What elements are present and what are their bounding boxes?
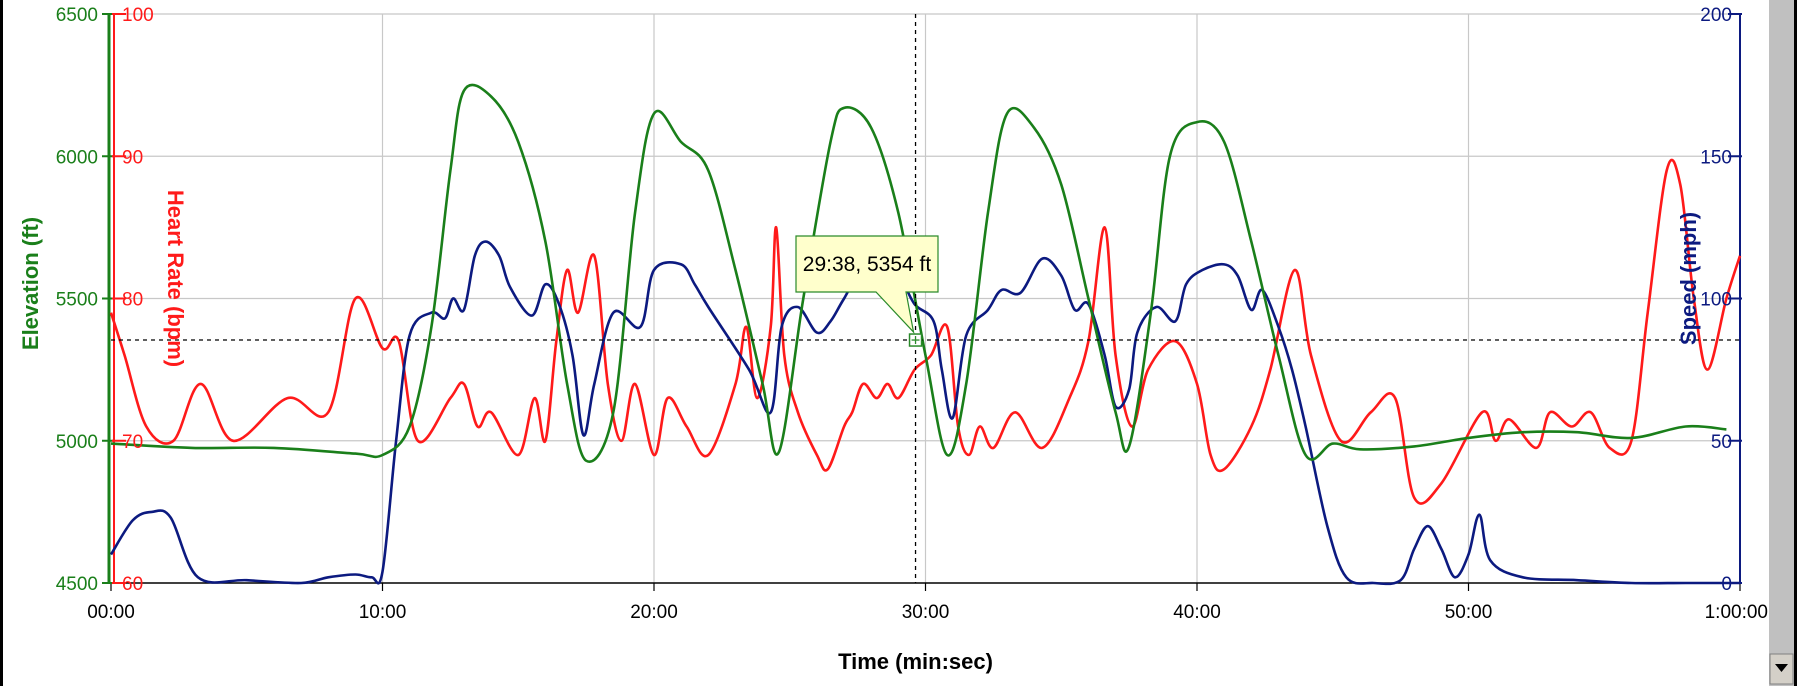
heart-rate-tick-label: 60 xyxy=(122,574,143,595)
scroll-down-arrow-icon xyxy=(1775,664,1788,672)
axes xyxy=(102,13,1742,591)
elevation-tick-label: 4500 xyxy=(56,574,98,595)
x-axis-title: Time (min:sec) xyxy=(838,649,993,674)
x-tick-label: 10:00 xyxy=(359,602,407,623)
x-tick-label: 20:00 xyxy=(630,602,678,623)
heart-rate-axis-title: Heart Rate (bpm) xyxy=(163,190,188,367)
heart-rate-tick-label: 100 xyxy=(122,5,154,26)
window-frame-left xyxy=(0,0,3,686)
speed-tick-label: 50 xyxy=(1711,432,1732,453)
heart-rate-tick-label: 70 xyxy=(122,432,143,453)
crosshair: 29:38, 5354 ft xyxy=(111,14,1740,583)
elevation-tick-label: 5500 xyxy=(56,290,98,311)
speed-tick-label: 150 xyxy=(1700,147,1732,168)
x-tick-label: 00:00 xyxy=(87,602,135,623)
vertical-scrollbar[interactable] xyxy=(1769,0,1794,686)
x-tick-label: 1:00:00 xyxy=(1705,602,1768,623)
elevation-series-line xyxy=(110,83,1727,463)
window-frame-right xyxy=(1794,0,1797,686)
elevation-tick-label: 6000 xyxy=(56,147,98,168)
speed-tick-label: 200 xyxy=(1700,5,1732,26)
tooltip-box xyxy=(795,235,939,334)
x-tick-label: 30:00 xyxy=(902,602,950,623)
grid-lines xyxy=(111,13,1740,583)
x-tick-label: 40:00 xyxy=(1173,602,1221,623)
speed-tick-label: 100 xyxy=(1700,290,1732,311)
elevation-tick-label: 5000 xyxy=(56,432,98,453)
heart-rate-series-line xyxy=(109,158,1742,505)
elevation-tick-label: 6500 xyxy=(56,5,98,26)
heart-rate-tick-label: 90 xyxy=(122,147,143,168)
x-tick-label: 50:00 xyxy=(1445,602,1493,623)
axis-labels: 00:00 10:00 20:00 30:00 40:00 50:00 1:00:00 450… xyxy=(18,5,1768,674)
heart-rate-tick-label: 80 xyxy=(122,290,143,311)
elevation-axis-title: Elevation (ft) xyxy=(18,217,43,350)
speed-tick-label: 0 xyxy=(1721,574,1732,595)
tooltip-text: 29:38, 5354 ft xyxy=(803,253,932,276)
speed-axis-title: Speed (mph) xyxy=(1676,212,1701,345)
